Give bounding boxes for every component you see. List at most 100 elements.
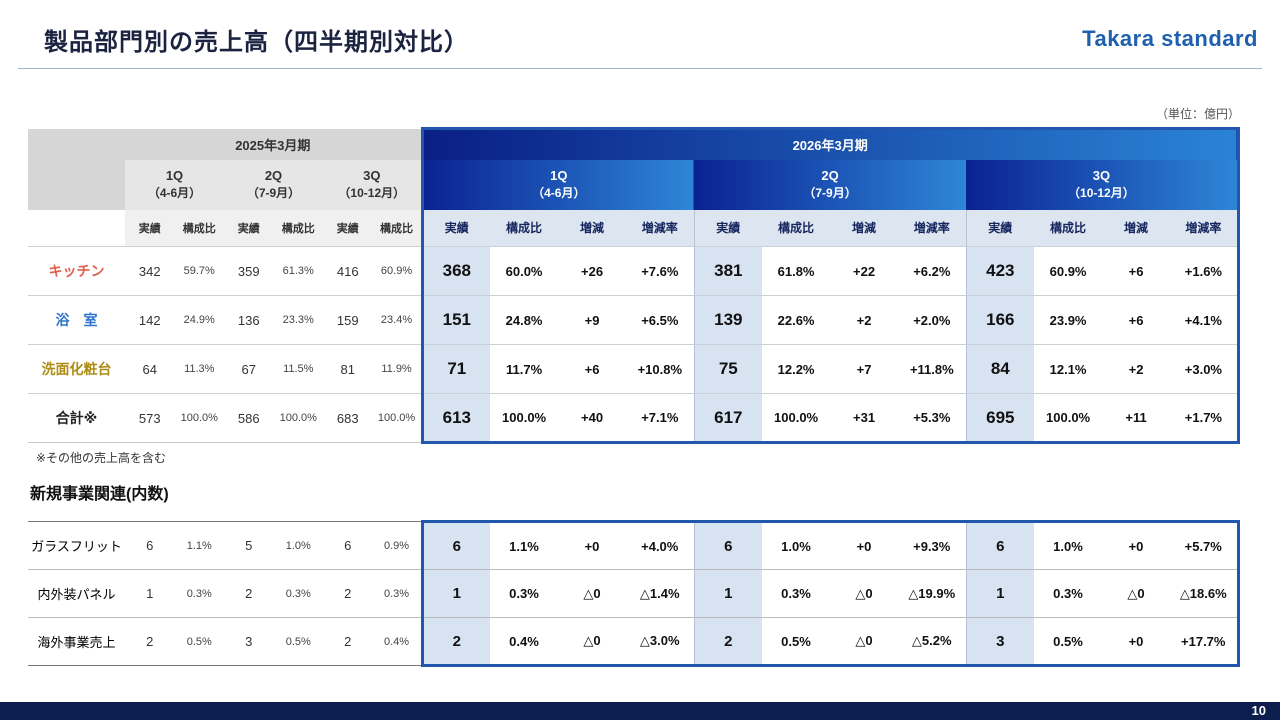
page-title: 製品部門別の売上高（四半期別対比） — [44, 29, 469, 56]
cell-curr: +17.7% — [1170, 617, 1240, 667]
cell-curr: 139 — [693, 295, 763, 345]
table-row-1: 浴 室 142 24.9% 136 23.3% 159 23.4% 151 24.8% +9 +6.… — [28, 295, 1240, 345]
column-header-row: 実績 構成比 実績 構成比 実績 構成比 実績 構成比 増減 増減率 実績 構成比 増減 増減率 実績 構成比… — [28, 209, 1240, 247]
cell-curr: +6 — [1102, 246, 1171, 296]
cell-prev: 100.0% — [174, 393, 224, 443]
row-label-2: 洗面化粧台 — [28, 344, 125, 394]
cell-curr: +6.2% — [898, 246, 967, 296]
cell-curr: 75 — [693, 344, 763, 394]
quarter-months: （7-9月） — [803, 185, 857, 200]
cell-prev: 1.1% — [174, 521, 224, 570]
cell-prev: 67 — [224, 344, 274, 394]
cell-curr: 2 — [420, 617, 490, 667]
cell-curr: 0.4% — [490, 617, 558, 667]
cell-curr: 100.0% — [1034, 393, 1103, 444]
cell-curr: +11.8% — [898, 344, 967, 394]
cell-curr: +5.7% — [1170, 520, 1240, 570]
year-header-row: 2025年3月期 2026年3月期 — [28, 127, 1240, 210]
corner-cell — [28, 128, 125, 210]
cell-prev: 61.3% — [273, 246, 323, 296]
cell-curr: 1.0% — [762, 520, 830, 570]
col-header-prev: 実績 — [125, 209, 175, 247]
quarter-header-curr-2Q: 2Q （7-9月） — [694, 159, 967, 210]
quarter-header-row: 1Q （4-6月） 2Q （7-9月） 3Q （10-12月） 1Q （4-6月） 2Q （7-9… — [28, 159, 1240, 210]
cell-prev: 0.5% — [174, 617, 224, 666]
cell-curr: 368 — [420, 246, 491, 296]
cell-prev: 11.3% — [174, 344, 224, 394]
cell-curr: 0.3% — [1034, 569, 1102, 618]
cell-prev: 0.4% — [372, 617, 422, 666]
cell-prev: 59.7% — [174, 246, 224, 296]
cell-curr: +6 — [1102, 295, 1171, 345]
cell-curr: 1 — [965, 569, 1034, 618]
cell-curr: 100.0% — [762, 393, 831, 444]
sales-by-division-table: 2025年3月期 2026年3月期 1Q （4-6月） 2Q （7-9月） 3Q （10-12… — [28, 127, 1240, 444]
col-header-curr: 構成比 — [762, 209, 831, 247]
year-header-prev: 2025年3月期 — [125, 128, 423, 160]
cell-prev: 24.9% — [174, 295, 224, 345]
cell-curr: +6.5% — [626, 295, 695, 345]
title-divider — [18, 68, 1262, 69]
new-business-section-title: 新規事業関連(内数) — [30, 486, 169, 503]
cell-prev: 683 — [323, 393, 373, 443]
cell-curr: 613 — [420, 393, 491, 444]
quarter-header-prev-3Q: 3Q （10-12月） — [323, 159, 423, 210]
cell-curr: +7 — [830, 344, 899, 394]
cell-curr: 12.2% — [762, 344, 831, 394]
cell-curr: +7.1% — [626, 393, 695, 444]
cell-curr: +1.7% — [1170, 393, 1240, 444]
cell-prev: 416 — [323, 246, 373, 296]
cell-curr: 381 — [693, 246, 763, 296]
cell-prev: 0.3% — [273, 569, 323, 618]
cell-curr: △0 — [1102, 569, 1170, 618]
cell-prev: 2 — [323, 617, 373, 666]
col-header-prev: 構成比 — [174, 209, 224, 247]
cell-curr: 151 — [420, 295, 491, 345]
cell-curr: 23.9% — [1034, 295, 1103, 345]
cell-curr: +26 — [558, 246, 627, 296]
col-header-prev: 構成比 — [273, 209, 323, 247]
cell-prev: 81 — [323, 344, 373, 394]
cell-curr: 0.5% — [1034, 617, 1102, 667]
cell-prev: 3 — [224, 617, 274, 666]
quarter-months: （4-6月） — [532, 185, 586, 200]
cell-curr: 6 — [965, 520, 1034, 570]
cell-curr: 6 — [420, 520, 490, 570]
cell-curr: 11.7% — [490, 344, 559, 394]
sub-row-label-1: 内外装パネル — [28, 569, 125, 618]
cell-curr: 6 — [693, 520, 762, 570]
cell-prev: 359 — [224, 246, 274, 296]
row-label-0: キッチン — [28, 246, 125, 296]
cell-curr: 71 — [420, 344, 491, 394]
cell-prev: 6 — [323, 521, 373, 570]
col-header-curr: 実績 — [420, 209, 491, 247]
col-header-prev: 構成比 — [372, 209, 423, 247]
cell-curr: 84 — [965, 344, 1035, 394]
cell-curr: △0 — [830, 617, 898, 667]
cell-prev: 342 — [125, 246, 175, 296]
sub-table-row-0: ガラスフリット 6 1.1% 5 1.0% 6 0.9% 6 1.1% +0 +4.0% 6 1.0% +… — [28, 520, 1240, 570]
label-column-head — [28, 209, 125, 247]
cell-prev: 60.9% — [372, 246, 423, 296]
col-header-prev: 実績 — [224, 209, 274, 247]
cell-curr: 0.3% — [490, 569, 558, 618]
cell-curr: +7.6% — [626, 246, 695, 296]
table-row-2: 洗面化粧台 64 11.3% 67 11.5% 81 11.9% 71 11.7% +6 +10.8… — [28, 344, 1240, 394]
col-header-curr: 構成比 — [490, 209, 559, 247]
cell-prev: 1.0% — [273, 521, 323, 570]
cell-curr: +4.1% — [1170, 295, 1240, 345]
cell-curr: +3.0% — [1170, 344, 1240, 394]
quarter-months: （7-9月） — [246, 185, 301, 200]
quarter-header-prev-1Q: 1Q （4-6月） — [125, 159, 224, 210]
cell-curr: △18.6% — [1170, 569, 1240, 618]
col-header-curr: 増減率 — [1170, 209, 1240, 247]
cell-curr: +2 — [1102, 344, 1171, 394]
cell-curr: +40 — [558, 393, 627, 444]
cell-curr: +2.0% — [898, 295, 967, 345]
cell-curr: 60.9% — [1034, 246, 1103, 296]
cell-curr: △0 — [558, 569, 626, 618]
cell-curr: △0 — [830, 569, 898, 618]
cell-curr: +10.8% — [626, 344, 695, 394]
quarter-months: （10-12月） — [1068, 185, 1135, 200]
